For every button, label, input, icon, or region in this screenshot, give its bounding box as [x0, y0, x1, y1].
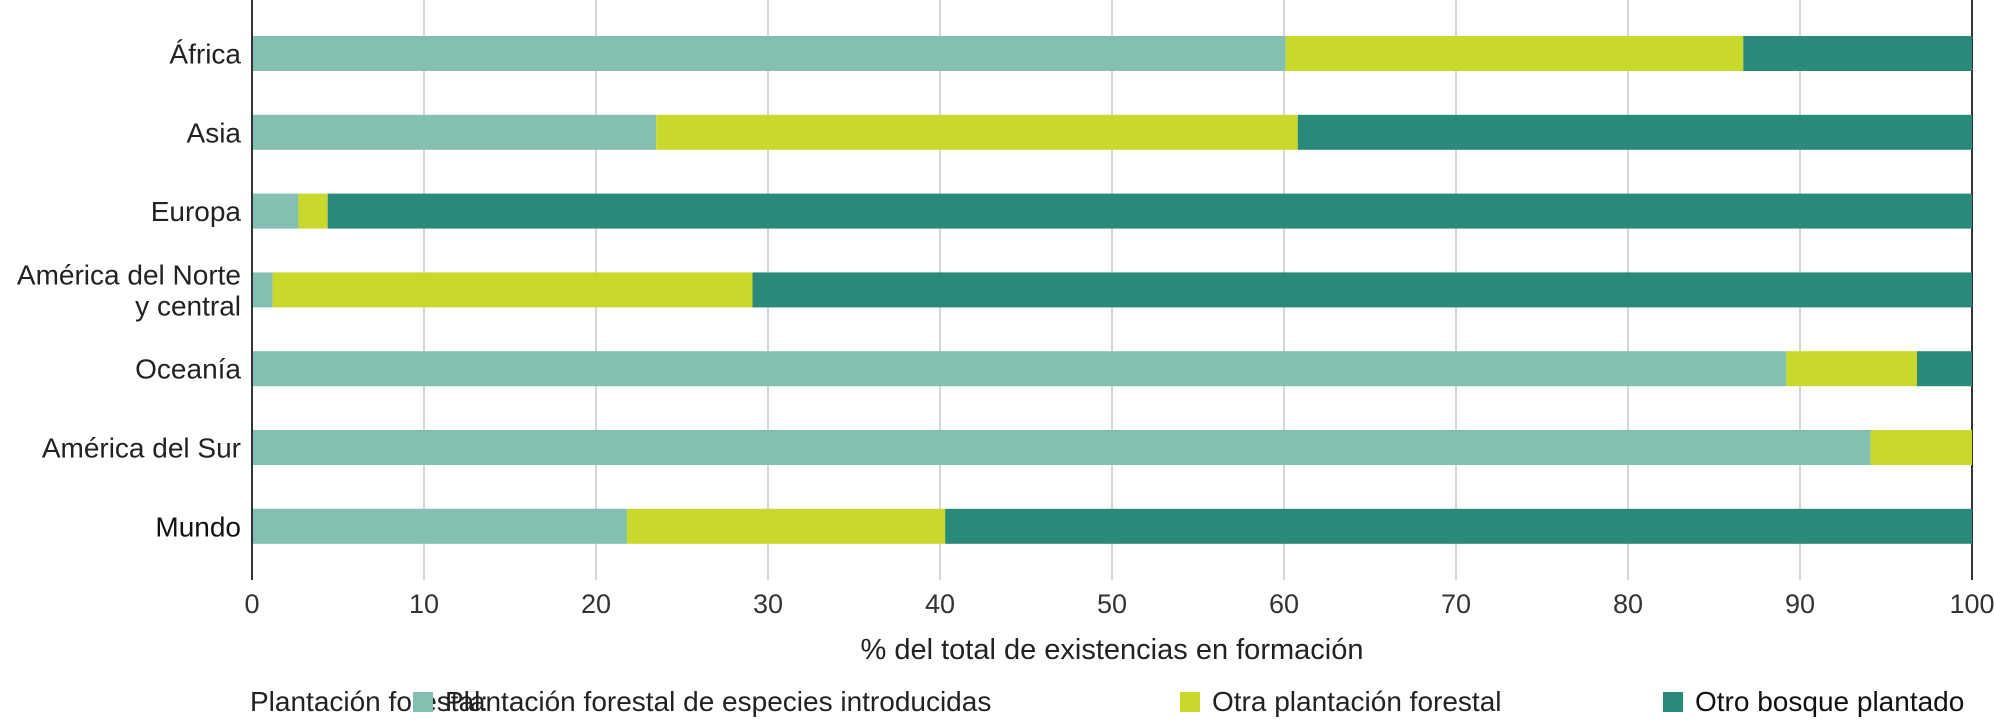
legend-swatch-introducidas: [413, 692, 433, 712]
bar-segment: [752, 272, 1972, 308]
category-label: Oceanía: [135, 354, 241, 385]
legend-swatch-otra-plantacion: [1180, 692, 1200, 712]
bar-segment: [252, 430, 1871, 465]
bar-segment: [656, 114, 1298, 150]
x-tick-label: 60: [1269, 589, 1299, 619]
bar-segment: [252, 36, 1286, 71]
bar-segment: [945, 508, 1973, 544]
x-tick-label: 50: [1097, 589, 1127, 619]
legend: Plantación forestal: Plantación forestal…: [250, 686, 1990, 726]
legend-label: Plantación forestal de especies introduc…: [445, 686, 992, 717]
category-label: América del Norte: [17, 259, 241, 290]
bar-segment: [1743, 36, 1972, 71]
x-tick-label: 70: [1441, 589, 1471, 619]
x-tick-label: 100: [1949, 589, 1994, 619]
x-tick-label: 0: [244, 589, 259, 619]
bar-segment: [1297, 114, 1972, 150]
legend-item-otra-plantacion: Otra plantación forestal: [1180, 686, 1502, 718]
category-label: África: [169, 39, 241, 70]
legend-label: Otra plantación forestal: [1212, 686, 1502, 717]
bar-segment: [252, 272, 273, 308]
bar-segment: [1916, 351, 1972, 387]
bar-segment: [1786, 351, 1917, 387]
legend-label: Otro bosque plantado: [1695, 686, 1965, 717]
x-tick-label: 30: [753, 589, 783, 619]
bar-segment: [252, 193, 299, 229]
bar-segment: [327, 193, 1973, 229]
legend-item-introducidas: Plantación forestal de especies introduc…: [413, 686, 991, 718]
bar-segment: [272, 272, 753, 308]
bar-segment: [1285, 36, 1744, 71]
x-axis-title: % del total de existencias en formación: [861, 634, 1364, 666]
legend-item-otro-bosque: Otro bosque plantado: [1663, 686, 1964, 718]
category-label: Mundo: [155, 511, 241, 542]
category-label: Europa: [151, 196, 242, 227]
legend-swatch-otro-bosque: [1663, 692, 1683, 712]
category-label: Asia: [187, 117, 242, 148]
category-label: América del Sur: [42, 433, 241, 464]
bar-segment: [626, 508, 946, 544]
bar-segment: [252, 114, 657, 150]
x-tick-label: 40: [925, 589, 955, 619]
bars: [252, 36, 1973, 544]
bar-segment: [1870, 430, 1972, 465]
bar-segment: [252, 351, 1787, 387]
x-tick-label: 20: [581, 589, 611, 619]
x-tick-label: 80: [1613, 589, 1643, 619]
x-tick-label: 10: [409, 589, 439, 619]
x-axis-ticks: 0 10 20 30 40 50 60 70 80 90 100: [244, 589, 1994, 619]
bar-segment: [298, 193, 328, 229]
x-tick-label: 90: [1785, 589, 1815, 619]
bar-segment: [252, 508, 627, 544]
category-label: y central: [135, 290, 241, 321]
legend-title: Plantación forestal:: [250, 686, 489, 717]
